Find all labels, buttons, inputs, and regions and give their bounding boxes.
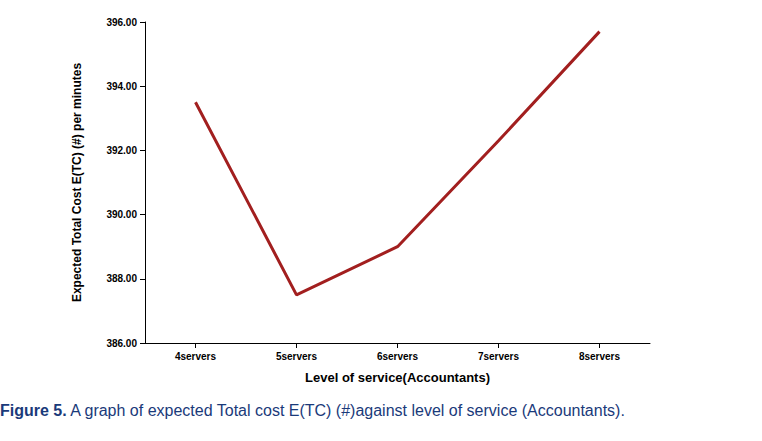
svg-text:Level of service(Accountants): Level of service(Accountants) xyxy=(305,370,490,385)
svg-text:7servers: 7servers xyxy=(478,351,520,362)
svg-text:394.00: 394.00 xyxy=(106,81,137,92)
svg-text:386.00: 386.00 xyxy=(106,338,137,349)
svg-text:392.00: 392.00 xyxy=(106,145,137,156)
svg-text:388.00: 388.00 xyxy=(106,273,137,284)
svg-text:396.00: 396.00 xyxy=(106,17,137,28)
svg-text:390.00: 390.00 xyxy=(106,209,137,220)
svg-text:5servers: 5servers xyxy=(276,351,318,362)
svg-text:6servers: 6servers xyxy=(377,351,419,362)
html-text:Figure 5. A graph of expected: Figure 5. A graph of expected Total cost… xyxy=(0,402,625,419)
svg-text:8servers: 8servers xyxy=(579,351,621,362)
svg-text:Expected Total Cost E(TC) (#): Expected Total Cost E(TC) (#) per minute… xyxy=(70,63,84,302)
svg-text:4servers: 4servers xyxy=(175,351,217,362)
